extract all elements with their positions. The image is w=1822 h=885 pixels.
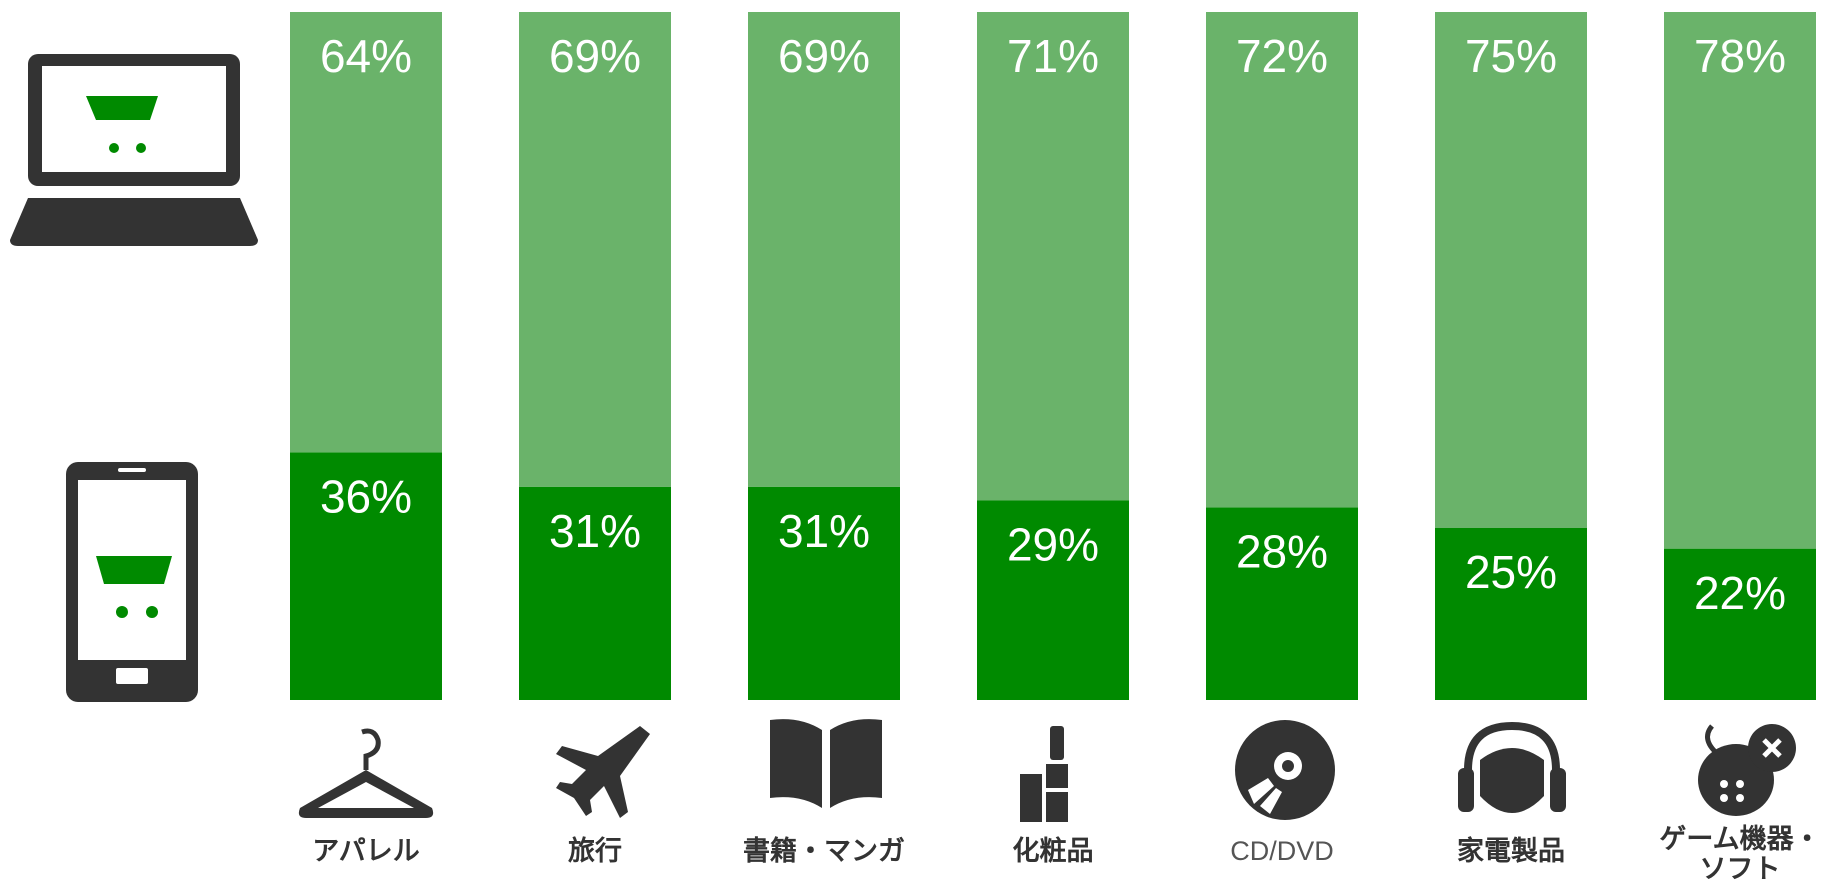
value-label: 75% [1465,30,1557,82]
value-label: 71% [1007,30,1099,82]
category-label: ゲーム機器・ ソフト [1659,824,1821,884]
phone-icon [66,462,198,702]
bar-segment [1206,507,1358,700]
category-label: CD/DVD [1230,836,1334,866]
category-label: 旅行 [568,836,622,866]
laptop-icon [10,54,258,246]
value-label: 31% [778,505,870,557]
value-label: 78% [1694,30,1786,82]
value-label: 69% [778,30,870,82]
value-label: 25% [1465,546,1557,598]
value-label: 31% [549,505,641,557]
bar-segment [977,12,1129,501]
bar-segment [1435,528,1587,700]
bar-segment [290,452,442,700]
bar-segment [748,12,900,487]
bar-segment [290,12,442,453]
bar-segment [519,12,671,487]
category-label: 書籍・マンガ [743,836,905,866]
bar-segment [519,486,671,700]
value-label: 28% [1236,526,1328,578]
value-label: 36% [320,470,412,522]
value-label: 69% [549,30,641,82]
value-label: 22% [1694,567,1786,619]
value-label: 72% [1236,30,1328,82]
bar-segment [977,500,1129,700]
category-label: 家電製品 [1457,836,1565,866]
category-icons [298,719,1796,822]
category-label: 化粧品 [1012,836,1094,866]
category-label: アパレル [312,836,420,866]
value-label: 29% [1007,519,1099,571]
bar-segment [1664,548,1816,700]
value-label: 64% [320,30,412,82]
bar-segment [748,486,900,700]
bar-segment [1206,12,1358,508]
bar-segment [1435,12,1587,528]
bar-segment [1664,12,1816,549]
